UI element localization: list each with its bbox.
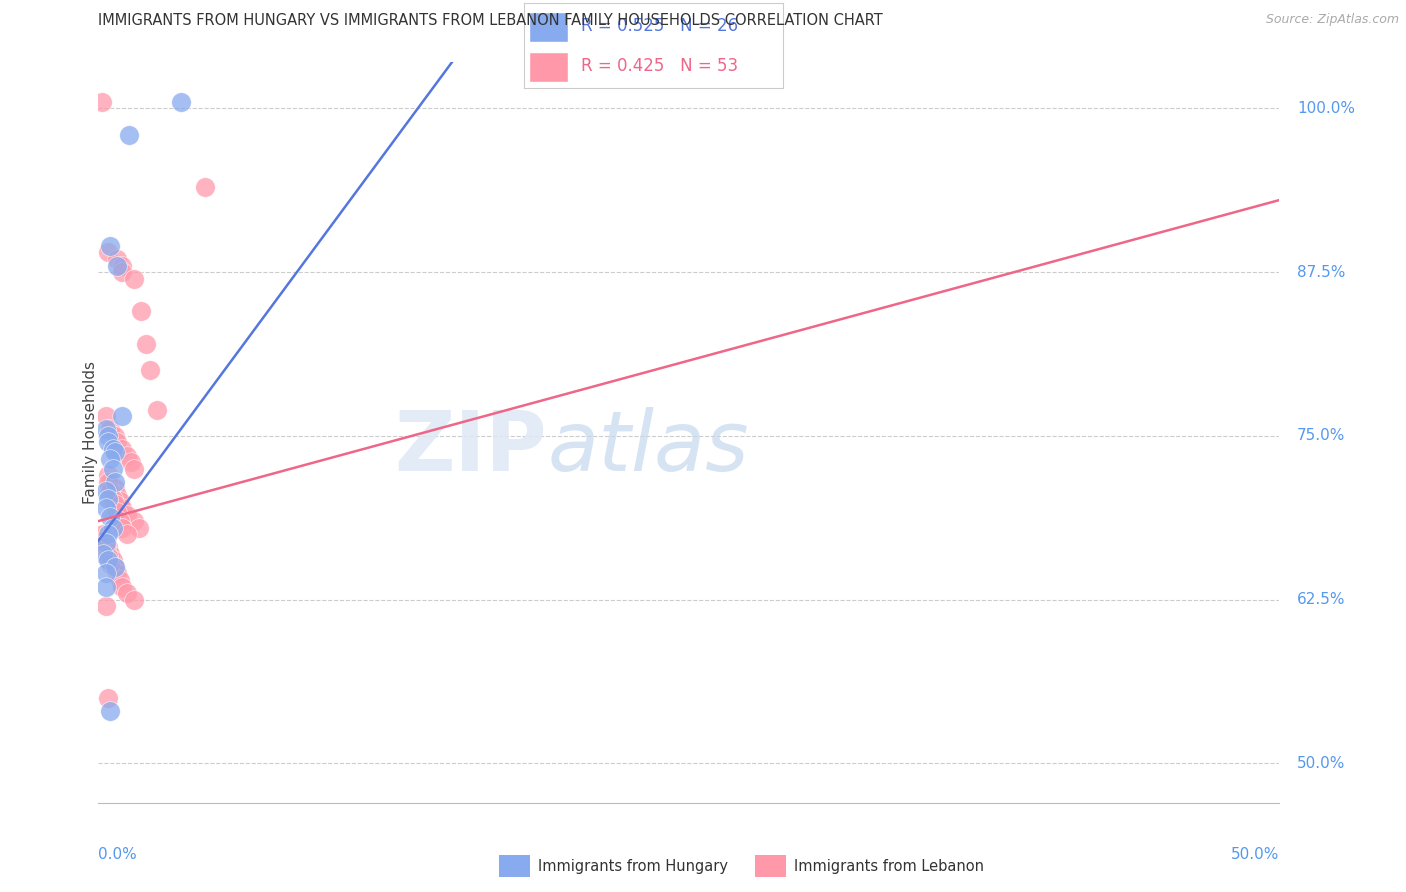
Point	[115, 508, 138, 522]
Y-axis label: Family Households: Family Households	[83, 361, 97, 504]
Point	[97, 429, 120, 443]
Point	[104, 475, 127, 489]
Text: 62.5%: 62.5%	[1298, 592, 1346, 607]
Text: 100.0%: 100.0%	[1298, 101, 1355, 116]
Point	[91, 547, 114, 561]
Point	[94, 599, 117, 614]
Point	[97, 553, 120, 567]
Point	[97, 468, 120, 483]
Point	[91, 95, 114, 109]
Point	[111, 409, 134, 424]
Point	[97, 541, 120, 555]
Point	[115, 527, 138, 541]
Point	[97, 435, 120, 450]
Point	[98, 422, 121, 436]
Point	[97, 527, 120, 541]
Point	[105, 566, 128, 581]
Text: atlas: atlas	[547, 407, 749, 488]
Point	[97, 245, 120, 260]
Point	[94, 536, 117, 550]
Point	[118, 128, 141, 142]
Point	[146, 402, 169, 417]
Point	[105, 435, 128, 450]
Point	[94, 422, 117, 436]
Point	[105, 488, 128, 502]
Point	[94, 566, 117, 581]
Point	[94, 541, 117, 555]
Point	[111, 580, 134, 594]
Point	[115, 449, 138, 463]
Point	[98, 704, 121, 718]
Point	[104, 429, 127, 443]
Point	[115, 586, 138, 600]
Point	[104, 560, 127, 574]
Point	[98, 475, 121, 489]
Point	[122, 514, 145, 528]
Point	[170, 95, 193, 109]
Point	[94, 533, 117, 548]
Text: IMMIGRANTS FROM HUNGARY VS IMMIGRANTS FROM LEBANON FAMILY HOUSEHOLDS CORRELATION: IMMIGRANTS FROM HUNGARY VS IMMIGRANTS FR…	[98, 13, 883, 29]
Point	[108, 514, 131, 528]
Point	[111, 265, 134, 279]
Text: Immigrants from Lebanon: Immigrants from Lebanon	[794, 859, 984, 873]
Point	[104, 444, 127, 458]
Point	[97, 549, 120, 564]
Point	[98, 510, 121, 524]
Point	[111, 521, 134, 535]
Point	[105, 252, 128, 266]
Point	[98, 239, 121, 253]
Text: 0.0%: 0.0%	[98, 847, 138, 863]
Point	[108, 573, 131, 587]
Point	[94, 580, 117, 594]
Text: 50.0%: 50.0%	[1232, 847, 1279, 863]
Point	[94, 500, 117, 515]
Point	[91, 527, 114, 541]
Point	[135, 337, 157, 351]
Point	[98, 558, 121, 572]
Point	[94, 409, 117, 424]
Point	[98, 547, 121, 561]
Point	[104, 497, 127, 511]
Point	[108, 494, 131, 508]
Point	[97, 491, 120, 506]
Point	[104, 560, 127, 574]
Point	[101, 491, 124, 506]
Point	[104, 481, 127, 495]
Point	[111, 500, 134, 515]
Point	[98, 452, 121, 467]
Point	[91, 533, 114, 548]
Point	[122, 461, 145, 475]
Text: R = 0.425   N = 53: R = 0.425 N = 53	[581, 57, 738, 75]
Text: 75.0%: 75.0%	[1298, 428, 1346, 443]
Point	[129, 304, 152, 318]
Point	[98, 483, 121, 498]
Text: 50.0%: 50.0%	[1298, 756, 1346, 771]
Point	[101, 521, 124, 535]
Point	[101, 461, 124, 475]
Point	[194, 180, 217, 194]
Point	[111, 442, 134, 456]
Text: Source: ZipAtlas.com: Source: ZipAtlas.com	[1265, 13, 1399, 27]
Point	[111, 259, 134, 273]
Point	[94, 483, 117, 498]
FancyBboxPatch shape	[529, 12, 568, 42]
Point	[105, 505, 128, 519]
FancyBboxPatch shape	[529, 52, 568, 81]
Text: ZIP: ZIP	[395, 407, 547, 488]
Point	[122, 592, 145, 607]
Point	[139, 363, 162, 377]
Text: R = 0.525   N = 26: R = 0.525 N = 26	[581, 17, 738, 35]
Point	[101, 553, 124, 567]
Text: Immigrants from Hungary: Immigrants from Hungary	[538, 859, 728, 873]
Point	[97, 475, 120, 489]
Point	[105, 259, 128, 273]
Point	[101, 442, 124, 456]
Point	[128, 521, 150, 535]
Text: 87.5%: 87.5%	[1298, 265, 1346, 279]
Point	[122, 271, 145, 285]
Point	[97, 690, 120, 705]
Point	[121, 455, 143, 469]
